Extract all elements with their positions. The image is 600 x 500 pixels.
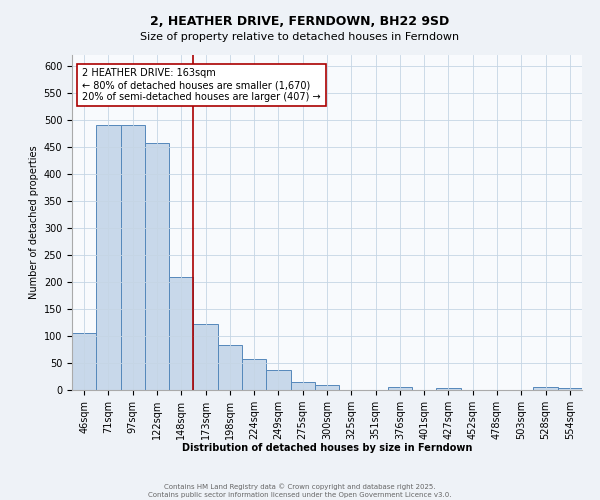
Bar bbox=[121, 125, 145, 390]
Text: 2 HEATHER DRIVE: 163sqm
← 80% of detached houses are smaller (1,670)
20% of semi: 2 HEATHER DRIVE: 163sqm ← 80% of detache… bbox=[82, 68, 321, 102]
Bar bbox=[266, 370, 290, 390]
Bar bbox=[193, 324, 218, 390]
Bar bbox=[558, 388, 582, 390]
Bar bbox=[145, 142, 169, 390]
Text: Size of property relative to detached houses in Ferndown: Size of property relative to detached ho… bbox=[140, 32, 460, 42]
Text: Contains HM Land Registry data © Crown copyright and database right 2025.
Contai: Contains HM Land Registry data © Crown c… bbox=[148, 484, 452, 498]
Bar bbox=[290, 382, 315, 390]
Bar bbox=[72, 334, 96, 390]
Bar bbox=[436, 388, 461, 390]
Bar bbox=[315, 384, 339, 390]
Bar bbox=[96, 125, 121, 390]
Bar bbox=[169, 276, 193, 390]
Bar bbox=[218, 345, 242, 390]
Bar bbox=[242, 358, 266, 390]
Bar bbox=[388, 388, 412, 390]
Bar bbox=[533, 388, 558, 390]
Text: 2, HEATHER DRIVE, FERNDOWN, BH22 9SD: 2, HEATHER DRIVE, FERNDOWN, BH22 9SD bbox=[151, 15, 449, 28]
X-axis label: Distribution of detached houses by size in Ferndown: Distribution of detached houses by size … bbox=[182, 444, 472, 454]
Y-axis label: Number of detached properties: Number of detached properties bbox=[29, 146, 40, 300]
